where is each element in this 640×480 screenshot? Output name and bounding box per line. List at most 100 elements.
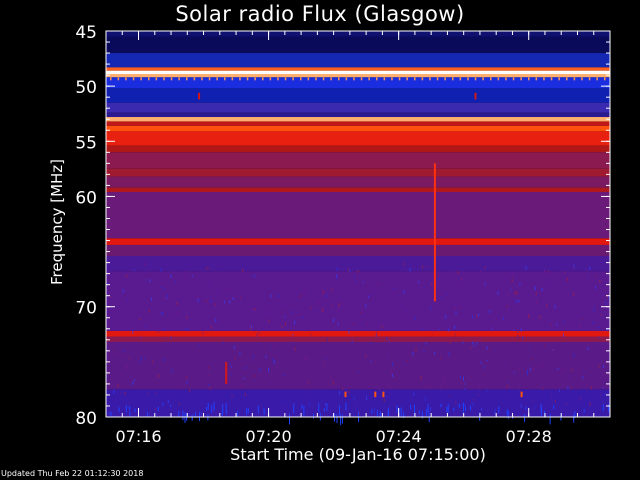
- noise-speck: [155, 345, 157, 348]
- noise-speck: [479, 338, 481, 342]
- harmonic-dot: [201, 77, 203, 81]
- noise-speck: [128, 357, 130, 359]
- noise-speck: [332, 381, 334, 385]
- noise-speck: [117, 383, 119, 387]
- noise-speck: [261, 327, 263, 331]
- noise-speck: [133, 379, 135, 382]
- noise-speck: [298, 293, 300, 297]
- noise-streak: [257, 405, 259, 414]
- noise-speck: [266, 307, 267, 309]
- noise-speck: [281, 325, 283, 328]
- noise-speck: [532, 367, 534, 371]
- frequency-band-21: [106, 244, 610, 256]
- frequency-band-13: [106, 131, 610, 146]
- noise-speck: [573, 353, 575, 358]
- noise-speck: [519, 282, 521, 286]
- noise-speck: [161, 286, 162, 289]
- noise-speck: [325, 357, 327, 359]
- frequency-band-16: [106, 168, 610, 177]
- burst-event-2: [474, 92, 477, 100]
- noise-speck: [479, 388, 481, 392]
- noise-speck: [463, 376, 464, 381]
- frequency-band-15: [106, 152, 610, 169]
- noise-streak: [303, 406, 305, 417]
- noise-streak: [301, 404, 303, 409]
- noise-speck: [527, 370, 528, 374]
- harmonic-dot: [315, 77, 317, 81]
- noise-speck: [410, 408, 412, 411]
- noise-speck: [530, 358, 532, 360]
- noise-speck: [232, 297, 234, 300]
- burst-event-1: [198, 92, 201, 100]
- noise-speck: [366, 321, 368, 325]
- noise-speck: [285, 399, 287, 402]
- noise-speck: [489, 349, 490, 351]
- noise-streak: [293, 405, 295, 414]
- noise-speck: [397, 388, 399, 391]
- noise-speck: [120, 392, 122, 394]
- noise-speck: [176, 302, 178, 305]
- noise-speck: [207, 267, 209, 270]
- noise-speck: [277, 294, 279, 298]
- noise-speck: [481, 407, 483, 411]
- noise-speck: [357, 379, 359, 381]
- noise-speck: [449, 269, 451, 273]
- noise-speck: [323, 358, 325, 363]
- noise-streak: [418, 410, 420, 415]
- noise-speck: [582, 376, 584, 379]
- harmonic-dot: [398, 77, 401, 81]
- noise-speck: [438, 328, 440, 331]
- noise-speck: [425, 389, 427, 391]
- noise-speck: [440, 356, 442, 359]
- noise-speck: [106, 375, 108, 378]
- noise-speck: [562, 320, 564, 323]
- noise-speck: [553, 348, 554, 351]
- noise-speck: [215, 318, 217, 323]
- x-tick-label-0728: 07:28: [506, 427, 552, 446]
- noise-speck: [336, 278, 338, 280]
- noise-speck: [178, 402, 180, 405]
- noise-speck: [539, 403, 541, 407]
- harmonic-dot: [231, 77, 234, 81]
- noise-speck: [529, 365, 531, 367]
- noise-speck: [470, 347, 472, 349]
- y-tick-label-60: 60: [75, 188, 97, 208]
- noise-streak: [400, 407, 402, 418]
- noise-speck: [179, 351, 180, 353]
- noise-speck: [602, 386, 604, 388]
- noise-speck: [132, 331, 134, 334]
- noise-speck: [514, 291, 516, 296]
- noise-speck: [185, 376, 187, 379]
- noise-speck: [449, 379, 450, 383]
- noise-speck: [259, 368, 261, 372]
- noise-speck: [583, 370, 585, 373]
- noise-speck: [177, 312, 179, 315]
- noise-speck: [381, 325, 383, 328]
- harmonic-dot: [368, 77, 370, 81]
- noise-speck: [281, 311, 283, 313]
- noise-speck: [265, 355, 267, 358]
- noise-speck: [171, 368, 173, 373]
- noise-speck: [113, 349, 115, 351]
- noise-speck: [583, 388, 585, 390]
- harmonic-dot: [353, 77, 355, 81]
- noise-speck: [140, 356, 142, 361]
- harmonic-dot: [573, 77, 576, 81]
- noise-speck: [240, 297, 242, 299]
- noise-speck: [162, 312, 164, 316]
- noise-speck: [602, 365, 604, 368]
- noise-speck: [455, 401, 457, 403]
- frequency-band-8: [106, 102, 610, 113]
- noise-streak: [222, 403, 224, 414]
- noise-speck: [386, 396, 388, 398]
- noise-speck: [506, 398, 508, 400]
- noise-streak: [453, 407, 455, 412]
- noise-speck: [160, 268, 162, 272]
- noise-speck: [124, 391, 126, 396]
- noise-streak: [336, 414, 338, 424]
- noise-speck: [308, 381, 310, 384]
- noise-speck: [510, 289, 512, 291]
- noise-speck: [147, 278, 149, 280]
- harmonic-dot: [558, 77, 560, 81]
- noise-speck: [294, 347, 296, 351]
